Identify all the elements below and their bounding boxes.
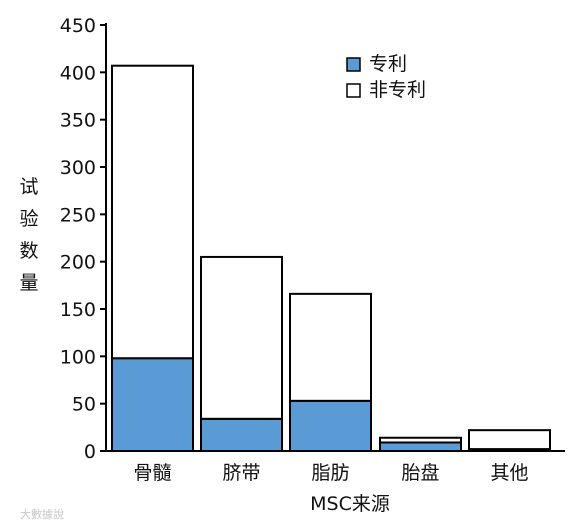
bar-patent-3 xyxy=(379,441,462,453)
bars xyxy=(111,64,551,453)
bar-non-patent-2 xyxy=(289,292,372,402)
y-tick-label: 400 xyxy=(60,62,96,84)
legend-swatch xyxy=(346,57,361,72)
x-tick-label: 骨髓 xyxy=(133,462,171,484)
x-axis: 骨髓 脐带 脂肪 胎盘 其他 xyxy=(106,450,565,484)
bar-non-patent-0 xyxy=(111,64,194,360)
bar-patent-1 xyxy=(200,417,283,452)
legend-label: 专利 xyxy=(369,53,407,75)
bar-non-patent-1 xyxy=(200,255,283,420)
watermark: 大數據說 xyxy=(20,507,64,521)
bar-non-patent-3 xyxy=(379,436,462,444)
bar-non-patent-4 xyxy=(468,429,551,451)
y-tick-label: 250 xyxy=(60,204,96,226)
legend-swatch xyxy=(346,83,361,98)
x-tick-label: 其他 xyxy=(490,462,528,484)
y-tick-label: 450 xyxy=(60,15,96,37)
y-tick-label: 100 xyxy=(60,346,96,368)
y-axis: 0 50 100 150 200 250 300 350 400 450 xyxy=(60,15,107,463)
bar-patent-2 xyxy=(289,399,372,452)
y-tick-label: 350 xyxy=(60,110,96,132)
x-tick-label: 脐带 xyxy=(222,462,260,484)
bar-patent-0 xyxy=(111,357,194,452)
x-axis-title: MSC来源 xyxy=(310,493,390,515)
y-tick-label: 150 xyxy=(60,299,96,321)
y-tick-label: 0 xyxy=(84,441,96,463)
x-tick-label: 脂肪 xyxy=(311,462,349,484)
y-tick-label: 50 xyxy=(72,394,96,416)
x-tick-label: 胎盘 xyxy=(401,462,439,484)
legend-label: 非专利 xyxy=(369,79,426,101)
y-tick-label: 300 xyxy=(60,157,96,179)
y-tick-label: 200 xyxy=(60,252,96,274)
y-axis-title: 试验数量 xyxy=(19,176,38,294)
y-axis-title-text: 试验数量 xyxy=(19,176,38,294)
